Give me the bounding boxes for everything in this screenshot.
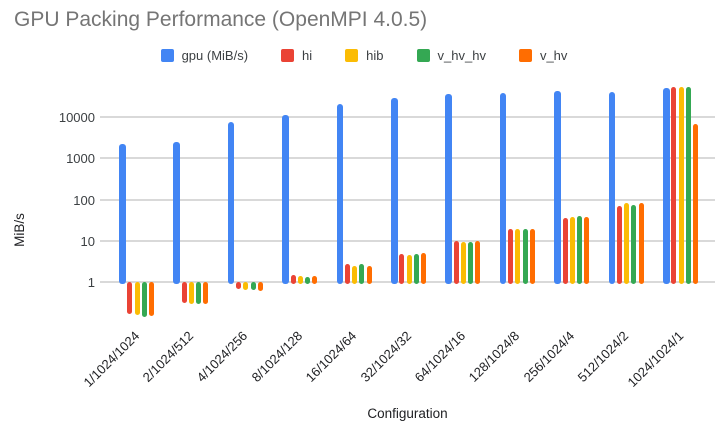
bar-gpu-mib-s[interactable] bbox=[663, 87, 670, 284]
x-axis-title: Configuration bbox=[367, 406, 448, 421]
legend-swatch-icon bbox=[160, 48, 174, 62]
bar-hi[interactable] bbox=[344, 264, 350, 284]
bar-gpu-mib-s[interactable] bbox=[336, 103, 344, 284]
chart-title: GPU Packing Performance (OpenMPI 4.0.5) bbox=[14, 8, 428, 31]
bar-gpu-mib-s[interactable] bbox=[173, 142, 180, 284]
y-tick-label: 1000 bbox=[66, 151, 95, 166]
bar-v-hv-hv[interactable] bbox=[685, 86, 691, 284]
y-axis-title: MiB/s bbox=[12, 213, 27, 247]
bar-v-hv-hv[interactable] bbox=[305, 276, 310, 284]
legend-swatch-icon bbox=[345, 48, 359, 62]
legend-item-hib[interactable]: hib bbox=[345, 47, 384, 63]
bar-v-hv[interactable] bbox=[257, 282, 263, 292]
legend-item-v-hv[interactable]: v_hv bbox=[518, 47, 568, 63]
bar-v-hv[interactable] bbox=[529, 228, 535, 284]
legend-swatch-icon bbox=[518, 48, 532, 62]
bar-gpu-mib-s[interactable] bbox=[608, 91, 616, 284]
gridline bbox=[100, 116, 715, 118]
bar-v-hv-hv[interactable] bbox=[468, 241, 474, 284]
bar-v-hv[interactable] bbox=[312, 276, 318, 284]
bar-hi[interactable] bbox=[399, 253, 405, 284]
bar-hi[interactable] bbox=[181, 282, 187, 303]
legend-label: v_hv_hv bbox=[437, 47, 486, 63]
bar-v-hv-hv[interactable] bbox=[250, 282, 256, 290]
legend-swatch-icon bbox=[281, 48, 295, 62]
bar-gpu-mib-s[interactable] bbox=[119, 144, 126, 284]
legend-label: v_hv bbox=[539, 47, 568, 63]
bar-hi[interactable] bbox=[562, 217, 568, 284]
legend-label: hib bbox=[366, 47, 384, 63]
gridline bbox=[100, 199, 715, 201]
legend-item-hi[interactable]: hi bbox=[281, 48, 312, 63]
bar-v-hv-hv[interactable] bbox=[413, 253, 419, 284]
bar-gpu-mib-s[interactable] bbox=[227, 121, 235, 284]
gridline bbox=[100, 157, 715, 159]
bar-v-hv[interactable] bbox=[584, 216, 590, 284]
legend-swatch-icon bbox=[416, 48, 430, 62]
bar-v-hv-hv[interactable] bbox=[522, 229, 528, 284]
bar-hib[interactable] bbox=[406, 254, 412, 284]
legend-label: gpu (MiB/s) bbox=[181, 47, 249, 63]
bar-hi[interactable] bbox=[453, 241, 459, 284]
y-tick-label: 10 bbox=[80, 234, 95, 249]
bar-gpu-mib-s[interactable] bbox=[282, 114, 289, 284]
bar-hi[interactable] bbox=[127, 282, 133, 314]
bar-v-hv-hv[interactable] bbox=[577, 216, 582, 284]
bar-v-hv[interactable] bbox=[203, 282, 209, 304]
bar-hi[interactable] bbox=[290, 275, 296, 284]
bar-v-hv[interactable] bbox=[638, 203, 644, 284]
bar-hib[interactable] bbox=[352, 266, 358, 284]
y-tick-label: 10000 bbox=[58, 110, 95, 125]
bar-v-hv[interactable] bbox=[366, 265, 372, 284]
bar-hib[interactable] bbox=[678, 87, 684, 284]
bar-gpu-mib-s[interactable] bbox=[499, 92, 507, 284]
bar-hi[interactable] bbox=[508, 228, 514, 284]
bar-hib[interactable] bbox=[624, 203, 630, 284]
bar-hib[interactable] bbox=[569, 216, 575, 284]
y-tick-label: 100 bbox=[73, 193, 95, 208]
bar-v-hv-hv[interactable] bbox=[631, 204, 637, 284]
legend: gpu (MiB/s) hi hib v_hv_hv v_hv bbox=[0, 46, 728, 64]
bar-hib[interactable] bbox=[188, 282, 194, 304]
bar-v-hv[interactable] bbox=[475, 241, 481, 284]
legend-item-v-hv-hv[interactable]: v_hv_hv bbox=[416, 47, 486, 63]
bar-v-hv-hv[interactable] bbox=[359, 264, 365, 284]
bar-gpu-mib-s[interactable] bbox=[554, 91, 561, 284]
bar-hib[interactable] bbox=[297, 276, 303, 284]
bar-v-hv[interactable] bbox=[149, 282, 154, 316]
bar-hib[interactable] bbox=[243, 282, 249, 290]
bar-hi[interactable] bbox=[616, 205, 622, 284]
y-tick-label: 1 bbox=[87, 275, 95, 290]
bar-hib[interactable] bbox=[515, 229, 521, 284]
bar-v-hv[interactable] bbox=[421, 252, 426, 284]
bar-hi[interactable] bbox=[236, 282, 242, 290]
bar-hi[interactable] bbox=[671, 86, 677, 284]
gridline bbox=[100, 240, 715, 242]
bar-v-hv[interactable] bbox=[693, 124, 698, 284]
bar-gpu-mib-s[interactable] bbox=[445, 94, 452, 284]
bar-v-hv-hv[interactable] bbox=[141, 282, 147, 318]
bar-hib[interactable] bbox=[134, 282, 140, 315]
bar-gpu-mib-s[interactable] bbox=[391, 97, 398, 284]
bar-hib[interactable] bbox=[460, 242, 466, 284]
bar-v-hv-hv[interactable] bbox=[196, 282, 202, 305]
legend-label: hi bbox=[302, 47, 313, 63]
legend-item-gpu-mib-s[interactable]: gpu (MiB/s) bbox=[160, 47, 249, 63]
